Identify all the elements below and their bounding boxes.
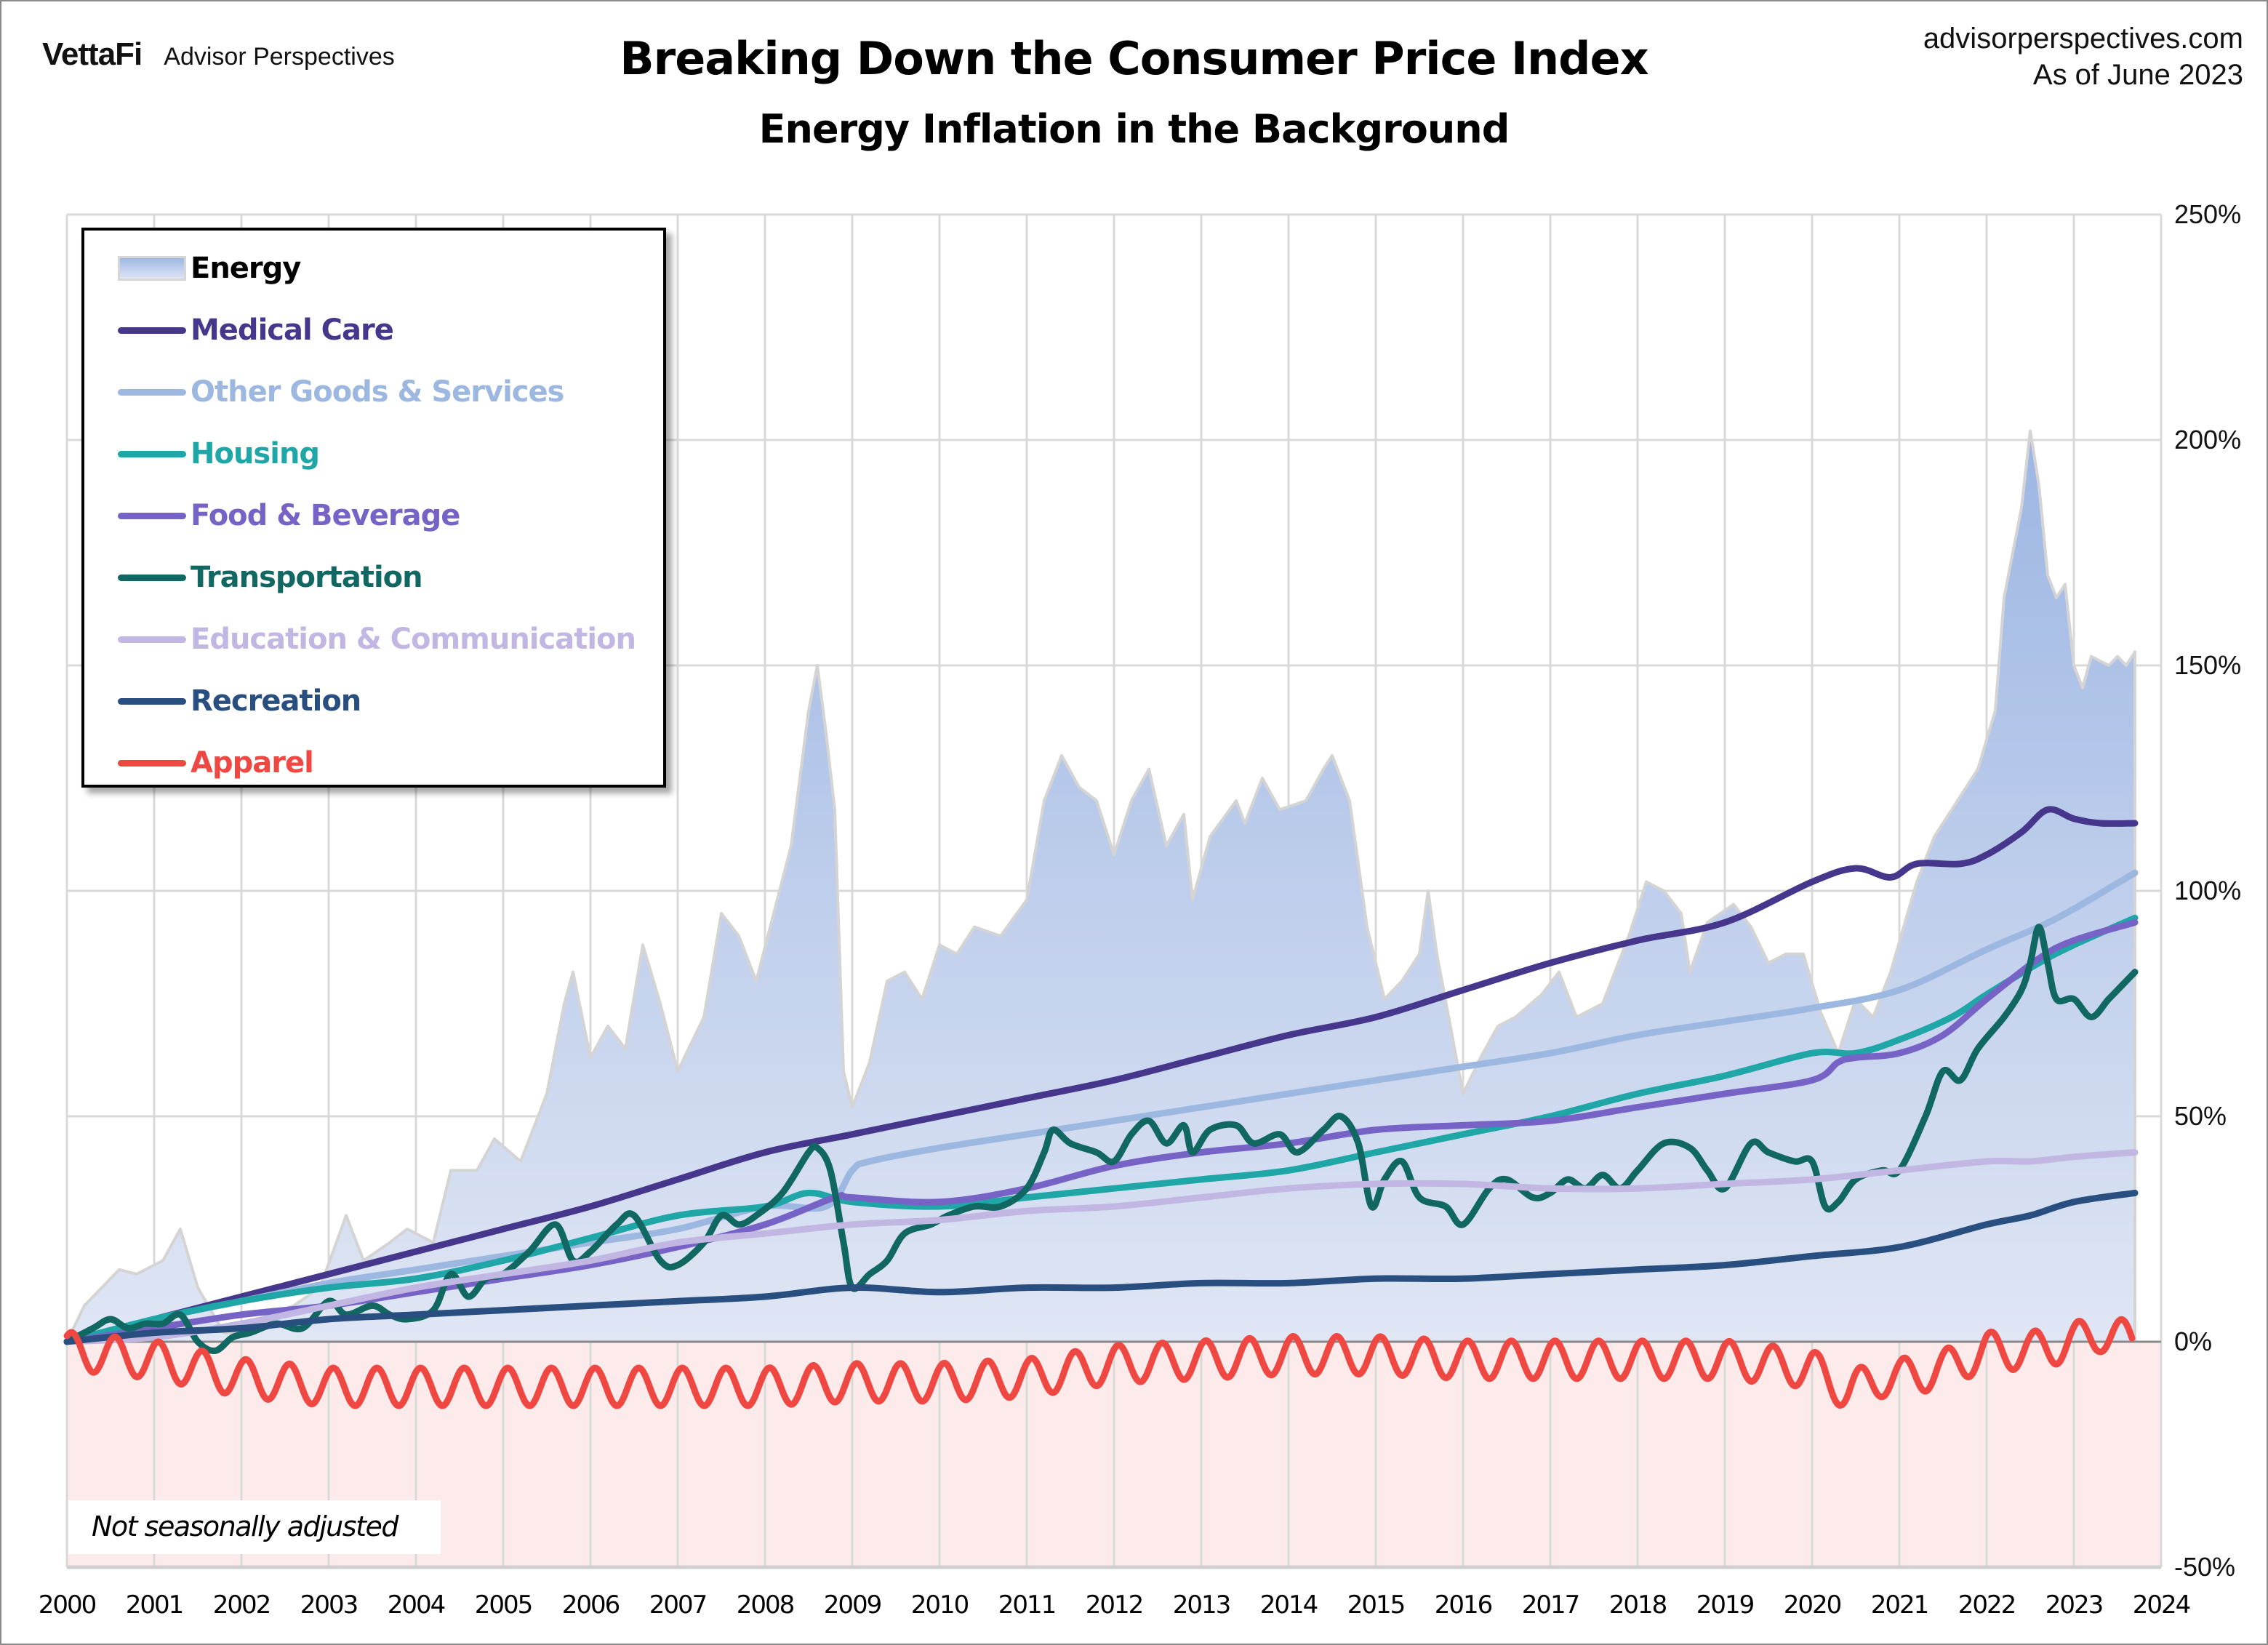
x-tick-label: 2013 <box>1173 1590 1230 1620</box>
x-tick-label: 2022 <box>1958 1590 2016 1620</box>
y-axis-ticks: 250% 200% 150% 100% 50% 0% -50% <box>2174 199 2241 1582</box>
legend-item-other-goods[interactable]: Other Goods & Services <box>118 370 564 414</box>
legend-label: Medical Care <box>191 313 394 347</box>
x-tick-label: 2009 <box>824 1590 881 1620</box>
legend-line-icon <box>118 327 186 334</box>
x-tick-label: 2017 <box>1522 1590 1579 1620</box>
y-tick-label: 150% <box>2174 650 2241 680</box>
as-of-date: As of June 2023 <box>2032 59 2243 91</box>
source-url: advisorperspectives.com <box>1923 23 2243 55</box>
x-tick-label: 2003 <box>300 1590 358 1620</box>
series-line-medical-care <box>63 806 2139 1345</box>
legend-line-icon <box>118 697 186 705</box>
legend-label: Transportation <box>191 561 423 594</box>
legend-item-recreation[interactable]: Recreation <box>118 679 361 723</box>
legend-line-icon <box>118 574 186 581</box>
x-tick-label: 2000 <box>39 1590 96 1620</box>
x-tick-label: 2011 <box>998 1590 1056 1620</box>
energy-area <box>67 431 2135 1342</box>
legend-label: Education & Communication <box>191 623 636 656</box>
x-tick-label: 2018 <box>1609 1590 1667 1620</box>
legend-line-icon <box>118 512 186 519</box>
chart-title: Breaking Down the Consumer Price Index <box>620 32 1648 85</box>
x-tick-label: 2002 <box>213 1590 271 1620</box>
x-tick-label: 2006 <box>562 1590 620 1620</box>
series-line-housing <box>63 914 2139 1345</box>
brand: VettaFi Advisor Perspectives <box>42 36 395 73</box>
y-tick-label: 250% <box>2174 199 2241 229</box>
y-tick-label: 0% <box>2174 1326 2212 1356</box>
y-tick-label: -50% <box>2174 1552 2235 1582</box>
x-tick-label: 2005 <box>475 1590 532 1620</box>
x-tick-label: 2020 <box>1784 1590 1841 1620</box>
x-tick-label: 2014 <box>1260 1590 1318 1620</box>
legend-item-transportation[interactable]: Transportation <box>118 556 423 599</box>
legend-item-medical-care[interactable]: Medical Care <box>118 308 394 352</box>
x-tick-label: 2023 <box>2045 1590 2103 1620</box>
x-tick-label: 2019 <box>1696 1590 1754 1620</box>
legend-line-icon <box>118 636 186 643</box>
legend-item-energy[interactable]: Energy <box>118 247 301 290</box>
legend-item-food-beverage[interactable]: Food & Beverage <box>118 494 460 537</box>
series-line-apparel <box>63 1316 2136 1409</box>
series-line-recreation <box>63 1189 2139 1345</box>
legend-item-apparel[interactable]: Apparel <box>118 741 314 785</box>
brand-name: Advisor Perspectives <box>164 43 395 71</box>
series-line-transportation <box>63 924 2139 1354</box>
source-block: advisorperspectives.com As of June 2023 <box>1923 20 2243 93</box>
x-tick-label: 2024 <box>2133 1590 2190 1620</box>
vettafi-logo: VettaFi <box>42 36 143 72</box>
x-tick-label: 2001 <box>126 1590 183 1620</box>
x-tick-label: 2007 <box>649 1590 707 1620</box>
series-lines-layer <box>63 806 2139 1409</box>
series-line-education-communication <box>63 1149 2139 1345</box>
y-tick-label: 200% <box>2174 425 2241 455</box>
y-tick-label: 100% <box>2174 876 2241 905</box>
legend-label: Food & Beverage <box>191 499 460 532</box>
x-axis-ticks: 2000 2001 2002 2003 2004 2005 2006 2007 2008 2009… <box>39 1590 2192 1620</box>
x-tick-label: 2008 <box>737 1590 794 1620</box>
legend-line-icon <box>118 759 186 767</box>
chart-subtitle: Energy Inflation in the Background <box>758 106 1510 152</box>
x-tick-label: 2004 <box>388 1590 445 1620</box>
legend-item-education[interactable]: Education & Communication <box>118 617 636 661</box>
note-text: Not seasonally adjusted <box>92 1510 398 1542</box>
x-tick-label: 2010 <box>911 1590 969 1620</box>
legend-label: Housing <box>191 437 320 471</box>
series-line-other-goods-services <box>63 869 2139 1345</box>
legend-item-housing[interactable]: Housing <box>118 432 320 476</box>
legend-line-icon <box>118 388 186 396</box>
legend-label: Apparel <box>191 746 314 780</box>
legend: Energy Medical Care Other Goods & Servic… <box>81 228 666 788</box>
energy-area-layer <box>65 429 2136 1342</box>
legend-label: Other Goods & Services <box>191 375 564 409</box>
y-tick-label: 50% <box>2174 1101 2227 1131</box>
legend-label: Recreation <box>191 684 361 718</box>
legend-label: Energy <box>191 252 301 285</box>
x-tick-label: 2021 <box>1871 1590 1928 1620</box>
note-box: Not seasonally adjusted <box>68 1500 441 1554</box>
energy-area-outline <box>65 429 2136 1342</box>
x-tick-label: 2012 <box>1086 1590 1143 1620</box>
x-tick-label: 2016 <box>1435 1590 1492 1620</box>
legend-swatch-energy <box>118 256 186 281</box>
x-tick-label: 2015 <box>1347 1590 1405 1620</box>
legend-line-icon <box>118 450 186 457</box>
